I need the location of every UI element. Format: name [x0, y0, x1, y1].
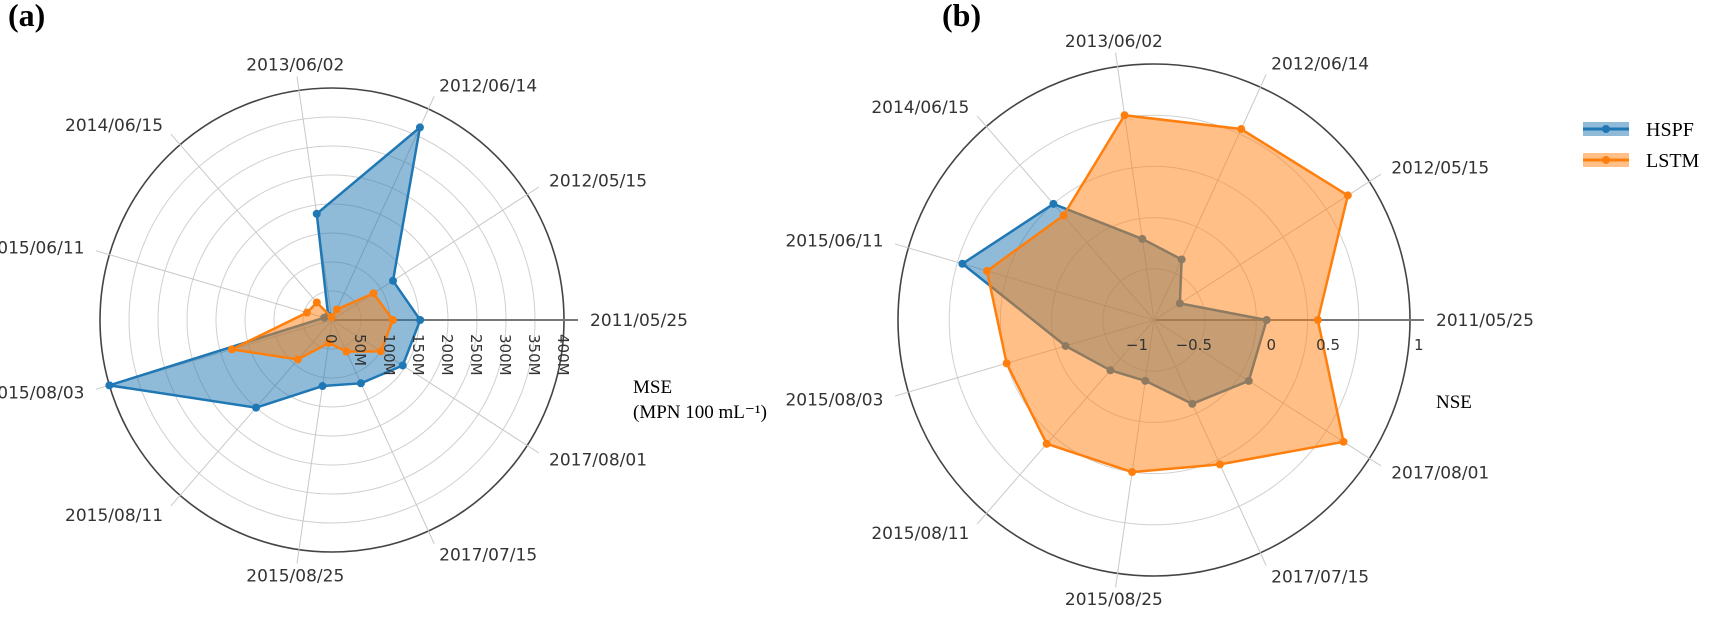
radial-tick-label: 300M — [496, 334, 514, 376]
category-label: 2017/08/01 — [1391, 463, 1489, 483]
category-label: 2011/05/25 — [590, 311, 688, 331]
data-point-lstm — [312, 298, 321, 307]
legend: HSPF LSTM — [1583, 119, 1700, 172]
radial-title-nse: NSE — [1436, 392, 1472, 413]
data-point-lstm — [1237, 125, 1246, 134]
radial-tick-label: 0 — [1266, 336, 1276, 354]
radial-tick-label: 150M — [409, 334, 427, 376]
legend-marker-lstm — [1602, 156, 1610, 164]
data-point-lstm — [1128, 468, 1137, 477]
legend-item-lstm[interactable]: LSTM — [1583, 150, 1700, 172]
data-point-hspf — [105, 381, 114, 390]
legend-item-hspf[interactable]: HSPF — [1583, 119, 1694, 141]
data-point-hspf — [312, 209, 321, 218]
category-label: 2012/06/14 — [439, 76, 537, 96]
radial-tick-label: 0 — [322, 334, 340, 344]
category-label: 2014/06/15 — [871, 98, 969, 118]
radial-tick-label: 50M — [351, 334, 369, 366]
data-point-hspf — [415, 123, 424, 132]
data-point-lstm — [1313, 316, 1322, 324]
legend-label-hspf: HSPF — [1646, 119, 1694, 141]
radial-tick-label: −0.5 — [1176, 336, 1212, 354]
category-label: 2013/06/02 — [246, 56, 344, 76]
category-label: 2015/06/11 — [785, 232, 883, 252]
radial-title-mse: MSE — [633, 377, 672, 398]
data-point-lstm — [342, 347, 351, 356]
series-area-lstm — [985, 114, 1350, 474]
category-label: 2015/08/25 — [246, 566, 344, 586]
radial-title-mse-units: (MPN 100 mL⁻¹) — [633, 402, 767, 423]
data-point-hspf — [958, 259, 967, 268]
radial-tick-label: 250M — [467, 334, 485, 376]
category-label: 2015/08/03 — [785, 390, 883, 410]
data-point-lstm — [376, 347, 385, 356]
data-point-lstm — [388, 316, 397, 324]
panel-label-b: (b) — [942, 0, 981, 33]
data-point-lstm — [324, 338, 333, 347]
category-label: 2014/06/15 — [65, 116, 163, 136]
category-label: 2013/06/02 — [1065, 32, 1163, 52]
data-point-lstm — [293, 355, 302, 364]
category-label: 2015/08/11 — [871, 524, 969, 544]
category-label: 2015/08/11 — [65, 506, 163, 526]
category-label: 2012/05/15 — [549, 172, 647, 192]
category-label: 2015/06/11 — [0, 238, 84, 258]
data-point-lstm — [327, 313, 336, 322]
category-label: 2015/08/25 — [1065, 590, 1163, 610]
category-label: 2017/07/15 — [439, 546, 537, 566]
data-point-hspf — [318, 382, 327, 391]
data-point-hspf — [398, 361, 407, 370]
series-area-lstm — [230, 292, 395, 361]
spoke — [95, 250, 333, 321]
data-point-hspf — [416, 316, 425, 324]
category-label: 2011/05/25 — [1436, 311, 1534, 331]
radial-tick-label: 350M — [525, 334, 543, 376]
spoke — [170, 133, 333, 321]
category-label: 2012/06/14 — [1271, 54, 1369, 74]
radial-tick-label: 1 — [1414, 336, 1424, 354]
radial-tick-label: −1 — [1126, 336, 1148, 354]
radar-chart-nse: 2011/05/25 2012/05/15 2012/06/14 2013/06/02… — [785, 32, 1534, 610]
panel-label-a: (a) — [8, 0, 45, 33]
data-point-lstm — [332, 305, 341, 314]
category-label: 2012/05/15 — [1391, 159, 1489, 179]
data-point-lstm — [302, 308, 311, 317]
data-point-hspf — [388, 276, 397, 285]
data-point-lstm — [1042, 439, 1051, 448]
category-label: 2017/08/01 — [549, 450, 647, 470]
data-point-hspf — [252, 403, 261, 412]
data-point-lstm — [1339, 437, 1348, 446]
radar-chart-mse: 2011/05/25 2012/05/15 2012/06/14 2013/06/02… — [0, 56, 688, 587]
data-point-lstm — [227, 345, 236, 354]
legend-label-lstm: LSTM — [1646, 150, 1700, 172]
radial-tick-label: 400M — [554, 334, 572, 376]
data-point-lstm — [1215, 460, 1224, 469]
data-point-lstm — [1343, 191, 1352, 200]
radial-tick-label: 0.5 — [1316, 336, 1340, 354]
data-point-hspf — [1049, 199, 1058, 208]
legend-marker-hspf — [1602, 125, 1610, 133]
data-point-lstm — [982, 266, 991, 275]
data-point-lstm — [369, 289, 378, 298]
data-point-lstm — [1002, 359, 1011, 368]
data-point-lstm — [1059, 211, 1068, 220]
category-label: 2017/07/15 — [1271, 568, 1369, 588]
data-point-lstm — [1120, 111, 1129, 120]
category-label: 2015/08/03 — [0, 384, 84, 404]
data-point-hspf — [356, 379, 365, 388]
radial-tick-label: 100M — [380, 334, 398, 376]
radial-tick-label: 200M — [438, 334, 456, 376]
